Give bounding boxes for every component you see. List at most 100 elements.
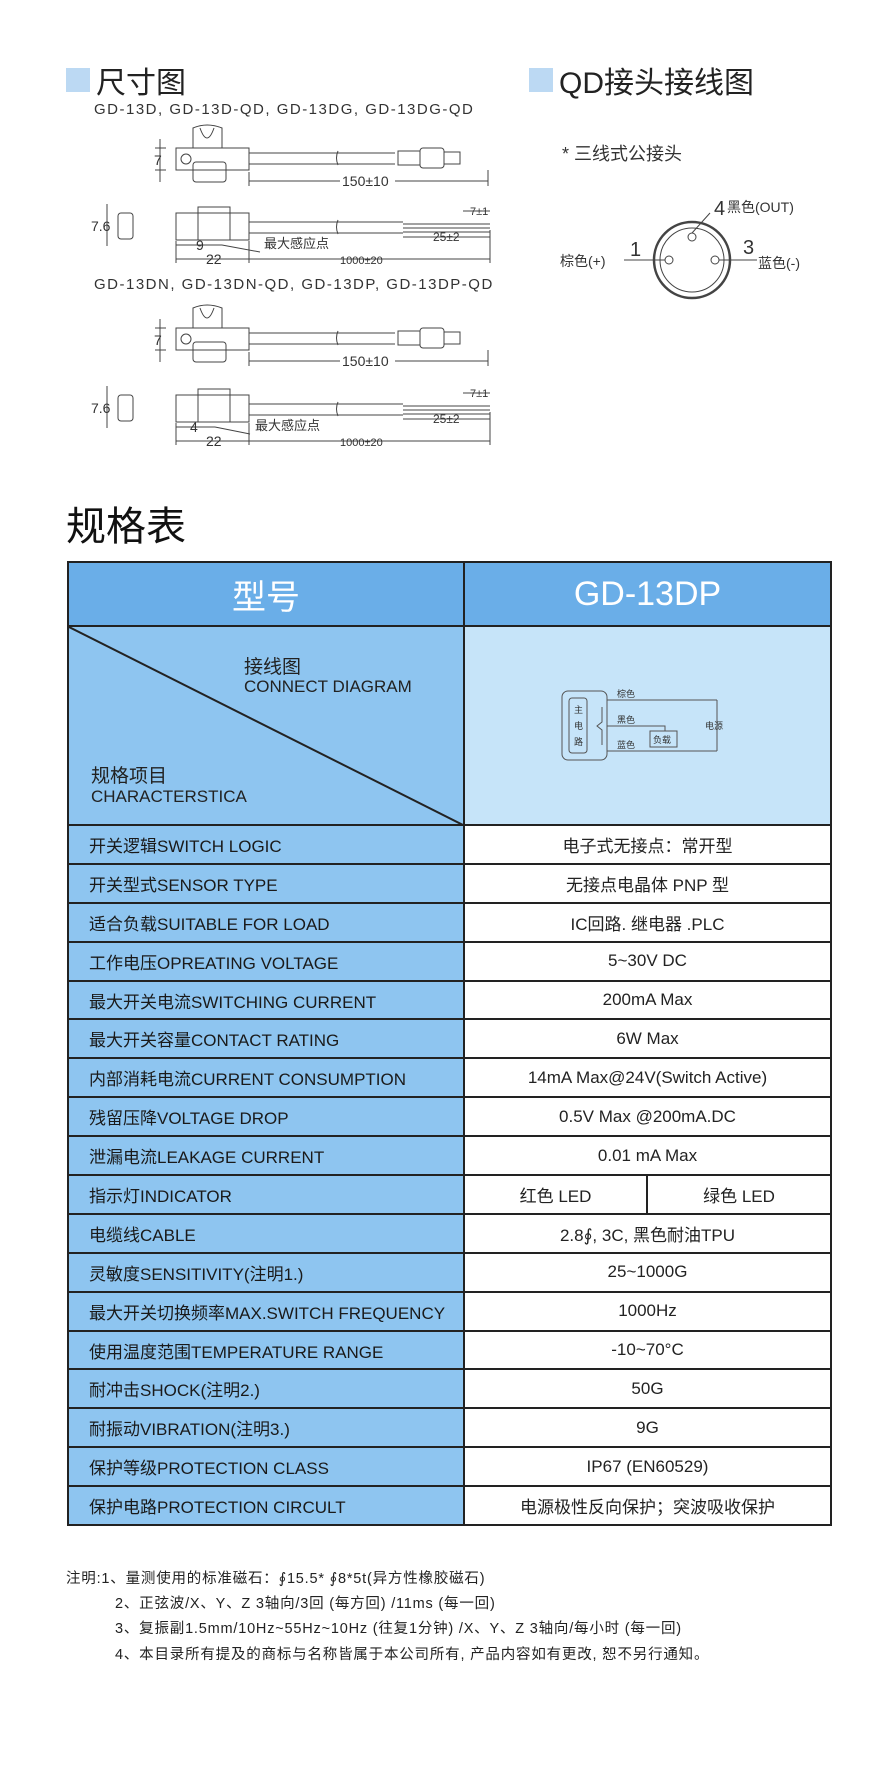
- spec-row: 开关型式SENSOR TYPE 无接点电晶体 PNP 型: [67, 862, 832, 904]
- spec-label: 开关型式SENSOR TYPE: [67, 862, 465, 904]
- spec-value: -10~70°C: [463, 1329, 832, 1371]
- spec-row: 指示灯INDICATOR 红色 LED 绿色 LED: [67, 1174, 832, 1215]
- dim-thickness: 7.6: [91, 218, 111, 234]
- header-model-label: 型号: [67, 561, 465, 627]
- sensor-top-view-2: [155, 304, 489, 366]
- sensor-side-view-2: [106, 386, 491, 445]
- dim-cable-2: 1000±20: [340, 437, 383, 449]
- spec-label: 泄漏电流LEAKAGE CURRENT: [67, 1135, 465, 1177]
- qd-subtitle: * 三线式公接头: [562, 144, 682, 164]
- spec-row: 灵敏度SENSITIVITY(注明1.) 25~1000G: [67, 1251, 832, 1293]
- load-label: 负载: [653, 734, 671, 745]
- dim-strip-2: 7±1: [470, 388, 488, 400]
- qd-title: QD接头接线图: [529, 58, 754, 102]
- spec-row: 保护等级PROTECTION CLASS IP67 (EN60529): [67, 1446, 832, 1488]
- spec-label: 保护电路PROTECTION CIRCULT: [67, 1485, 465, 1527]
- spec-row: 电缆线CABLE 2.8∮, 3C, 黑色耐油TPU: [67, 1212, 832, 1254]
- spec-row: 保护电路PROTECTION CIRCULT 电源极性反向保护；突波吸收保护: [67, 1485, 832, 1527]
- dim-qd-cable-2: 150±10: [342, 353, 389, 369]
- spec-value: 电源极性反向保护；突波吸收保护: [463, 1485, 832, 1527]
- main-circuit-char-3: 路: [574, 736, 583, 747]
- pin3-number: 3: [743, 237, 754, 259]
- pin4-label: 黑色(OUT): [727, 199, 794, 215]
- pin1-number: 1: [630, 239, 641, 261]
- spec-label: 耐冲击SHOCK(注明2.): [67, 1368, 465, 1410]
- diag-bottom-en: CHARACTERSTICA: [91, 787, 247, 806]
- spec-value: 25~1000G: [463, 1251, 832, 1293]
- note-line: 3、复振副1.5mm/10Hz~55Hz~10Hz (往复1分钟) /X、Y、Z…: [115, 1621, 682, 1637]
- sense-point-label-2: 最大感应点: [255, 418, 320, 433]
- note-line: 2、正弦波/X、Y、Z 3轴向/3回 (每方回) /11ms (每一回): [115, 1596, 496, 1612]
- dim-height-2: 7: [154, 332, 162, 348]
- spec-value: 1000Hz: [463, 1290, 832, 1332]
- spec-value-2: 绿色 LED: [646, 1174, 832, 1215]
- spec-title: 规格表: [66, 505, 186, 549]
- spec-label: 最大开关容量CONTACT RATING: [67, 1018, 465, 1060]
- spec-row: 适合负载SUITABLE FOR LOAD IC回路. 继电器 .PLC: [67, 901, 832, 943]
- spec-row: 使用温度范围TEMPERATURE RANGE -10~70°C: [67, 1329, 832, 1371]
- dim-wire-2: 25±2: [433, 412, 460, 426]
- spec-value: 14mA Max@24V(Switch Active): [463, 1057, 832, 1099]
- spec-label: 使用温度范围TEMPERATURE RANGE: [67, 1329, 465, 1371]
- power-label: 电源: [705, 720, 723, 731]
- spec-row: 内部消耗电流CURRENT CONSUMPTION 14mA Max@24V(Sw…: [67, 1057, 832, 1099]
- sense-point-label: 最大感应点: [264, 236, 329, 251]
- note-line: 4、本目录所有提及的商标与名称皆属于本公司所有, 产品内容如有更改, 恕不另行通…: [115, 1647, 710, 1663]
- spec-label: 开关逻辑SWITCH LOGIC: [67, 824, 465, 865]
- spec-label: 最大开关切换频率MAX.SWITCH FREQUENCY: [67, 1290, 465, 1332]
- dim-qd-cable: 150±10: [342, 173, 389, 189]
- spec-value: 0.01 mA Max: [463, 1135, 832, 1177]
- dim-sense: 9: [196, 237, 204, 253]
- spec-label: 灵敏度SENSITIVITY(注明1.): [67, 1251, 465, 1293]
- dim-strip: 7±1: [470, 206, 488, 218]
- note-line: 注明:1、量测使用的标准磁石：∮15.5* ∮8*5t(异方性橡胶磁石): [66, 1571, 486, 1587]
- diagram-row: 接线图 CONNECT DIAGRAM 规格项目 CHARACTERSTICA …: [67, 625, 832, 826]
- dim-body: 22: [206, 251, 222, 267]
- spec-label: 指示灯INDICATOR: [67, 1174, 465, 1215]
- spec-label: 保护等级PROTECTION CLASS: [67, 1446, 465, 1488]
- wire-blue: 蓝色: [617, 739, 635, 750]
- spec-value: IP67 (EN60529): [463, 1446, 832, 1488]
- spec-value: IC回路. 继电器 .PLC: [463, 901, 832, 943]
- model-group-2: GD-13DN, GD-13DN-QD, GD-13DP, GD-13DP-QD: [94, 276, 494, 293]
- qd-title-text: QD接头接线图: [559, 67, 754, 100]
- title-marker-icon: [66, 68, 90, 92]
- wire-black: 黑色: [617, 714, 635, 725]
- spec-table: 型号 GD-13DP 接线图 CONNECT DIAGRAM 规格项目 CHAR…: [67, 561, 832, 1527]
- spec-value: 红色 LED: [463, 1174, 648, 1215]
- pin1-label: 棕色(+): [560, 253, 606, 269]
- spec-value: 200mA Max: [463, 979, 832, 1021]
- dim-body-2: 22: [206, 433, 222, 449]
- dimension-drawings: 7 150±10 7.6 7±1 25±2 9 最大感应点 22 1000±20…: [91, 124, 800, 449]
- spec-value: 6W Max: [463, 1018, 832, 1060]
- diagram-header-cell: 接线图 CONNECT DIAGRAM 规格项目 CHARACTERSTICA: [67, 625, 465, 826]
- pnp-wiring-diagram: 主 电 路 棕色 黑色 蓝色 负载 电源: [561, 688, 723, 761]
- spec-label: 耐振动VIBRATION(注明3.): [67, 1407, 465, 1449]
- spec-row: 耐振动VIBRATION(注明3.) 9G: [67, 1407, 832, 1449]
- dimension-title: 尺寸图: [66, 58, 186, 102]
- model-group-1: GD-13D, GD-13D-QD, GD-13DG, GD-13DG-QD: [94, 101, 475, 118]
- main-circuit-char-1: 主: [574, 704, 583, 715]
- spec-value: 50G: [463, 1368, 832, 1410]
- spec-row: 开关逻辑SWITCH LOGIC 电子式无接点：常开型: [67, 824, 832, 865]
- spec-label: 工作电压OPREATING VOLTAGE: [67, 940, 465, 982]
- spec-value: 无接点电晶体 PNP 型: [463, 862, 832, 904]
- spec-value: 电子式无接点：常开型: [463, 824, 832, 865]
- spec-row: 最大开关切换频率MAX.SWITCH FREQUENCY 1000Hz: [67, 1290, 832, 1332]
- dim-height: 7: [154, 152, 162, 168]
- spec-row: 工作电压OPREATING VOLTAGE 5~30V DC: [67, 940, 832, 982]
- dimension-title-text: 尺寸图: [96, 67, 186, 100]
- dim-sense-2: 4: [190, 419, 198, 435]
- dim-cable: 1000±20: [340, 255, 383, 267]
- main-circuit-char-2: 电: [574, 720, 583, 731]
- spec-row: 残留压降VOLTAGE DROP 0.5V Max @200mA.DC: [67, 1096, 832, 1138]
- title-marker-icon: [529, 68, 553, 92]
- sensor-top-view-1: [155, 124, 489, 186]
- spec-row: 耐冲击SHOCK(注明2.) 50G: [67, 1368, 832, 1410]
- pin4-number: 4: [714, 198, 725, 220]
- spec-value: 5~30V DC: [463, 940, 832, 982]
- spec-row: 最大开关电流SWITCHING CURRENT 200mA Max: [67, 979, 832, 1021]
- spec-label: 残留压降VOLTAGE DROP: [67, 1096, 465, 1138]
- dim-thickness-2: 7.6: [91, 400, 111, 416]
- spec-label: 内部消耗电流CURRENT CONSUMPTION: [67, 1057, 465, 1099]
